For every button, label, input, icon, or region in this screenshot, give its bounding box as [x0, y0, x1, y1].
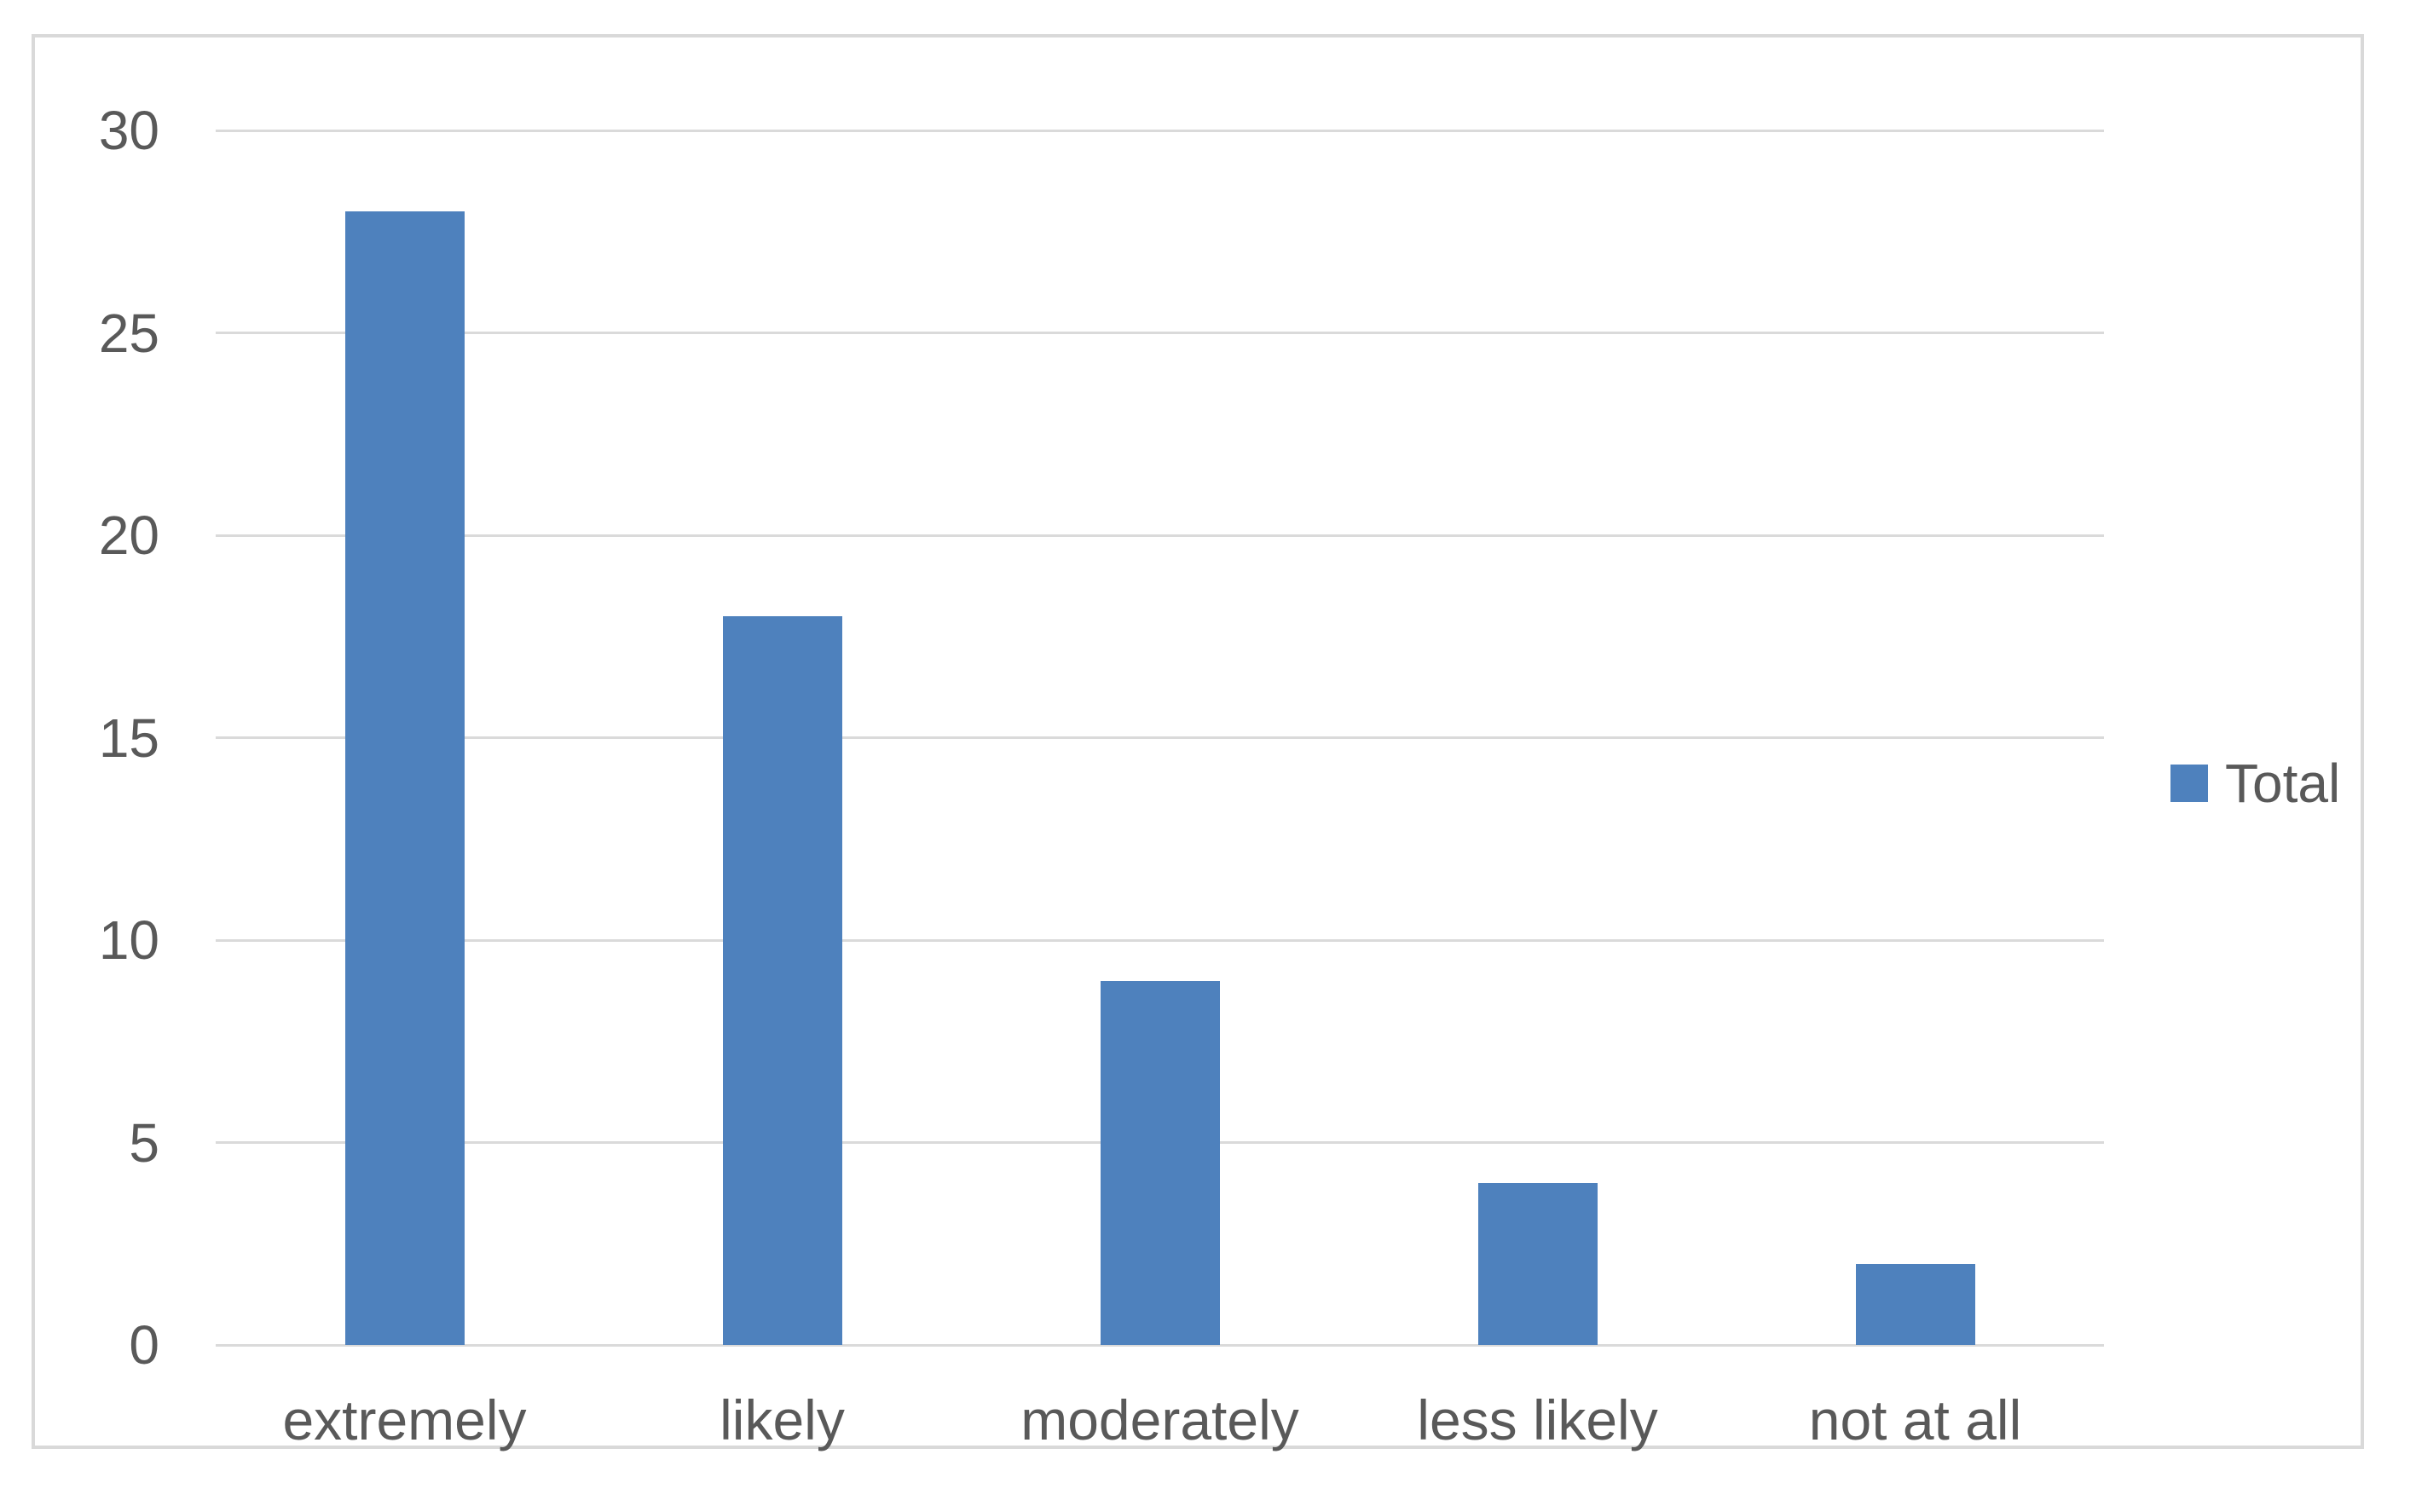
y-tick-label-5: 5 — [129, 1111, 159, 1174]
gridline-y-10 — [216, 938, 2104, 942]
bar-not-at-all — [1855, 1264, 1975, 1345]
legend: Total — [2170, 756, 2340, 811]
x-category-label-likely: likely — [720, 1388, 845, 1451]
y-tick-label-0: 0 — [129, 1314, 159, 1376]
bar-extremely — [344, 211, 465, 1345]
y-tick-label-10: 10 — [98, 909, 159, 971]
x-category-label-not-at-all: not at all — [1808, 1388, 2022, 1451]
x-category-label-extremely: extremely — [282, 1388, 527, 1451]
y-tick-label-25: 25 — [98, 302, 159, 364]
x-category-label-moderately: moderately — [1020, 1388, 1299, 1451]
bar-likely — [722, 616, 842, 1345]
gridline-y-30 — [216, 129, 2104, 132]
legend-label-total: Total — [2225, 753, 2341, 814]
y-tick-label-30: 30 — [98, 100, 159, 161]
legend-swatch-total — [2170, 765, 2208, 802]
gridline-y-0 — [216, 1343, 2104, 1347]
chart-frame: 0 5 10 15 20 25 30 extremely likely moderately le… — [32, 34, 2364, 1451]
bar-less-likely — [1477, 1183, 1598, 1345]
bar-moderately — [1100, 980, 1220, 1345]
gridline-y-15 — [216, 736, 2104, 739]
y-tick-label-20: 20 — [98, 505, 159, 566]
plot-area — [216, 129, 2104, 1347]
y-tick-label-15: 15 — [98, 707, 159, 769]
gridline-y-20 — [216, 534, 2104, 537]
x-category-label-less-likely: less likely — [1417, 1388, 1658, 1451]
gridline-y-25 — [216, 332, 2104, 334]
